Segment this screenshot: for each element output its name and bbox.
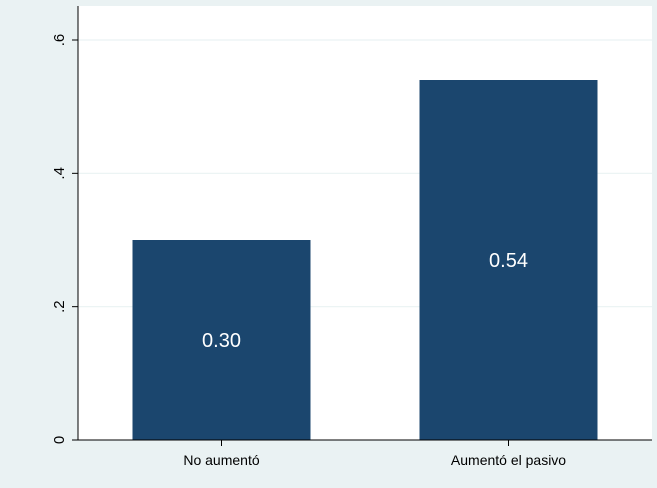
- y-axis-ticks: 0 .2 .4 .6: [51, 34, 78, 444]
- axes: [77, 6, 652, 441]
- x-tick-label: Aumentó el pasivo: [451, 452, 566, 468]
- bar: [419, 80, 598, 440]
- bars: [132, 80, 598, 440]
- x-tick-label: No aumentó: [183, 452, 259, 468]
- bar-value-label: 0.54: [489, 250, 528, 272]
- y-tick-label: .2: [51, 300, 68, 313]
- bar-value-label: 0.30: [202, 330, 241, 352]
- y-tick-label: 0: [51, 436, 68, 444]
- bar: [132, 240, 311, 440]
- x-axis-ticks: No aumentó Aumentó el pasivo: [183, 440, 566, 468]
- y-tick-label: .6: [51, 34, 68, 47]
- y-tick-label: .4: [51, 167, 68, 180]
- bar-value-labels: 0.30 0.54: [202, 250, 528, 352]
